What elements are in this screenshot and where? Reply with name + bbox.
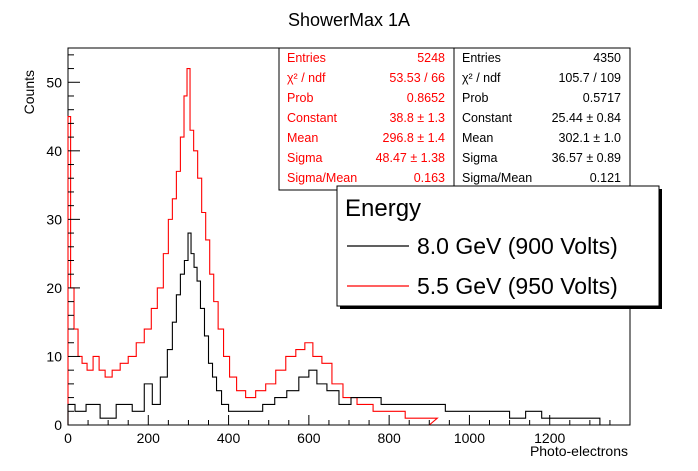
axes: 0 200 400 600 800 1000 1200 0 10 20 30 40 50 (46, 54, 611, 446)
stats-label: Mean (287, 131, 318, 145)
x-axis-label: Photo-electrons (530, 443, 628, 459)
stats-value: 53.53 / 66 (389, 71, 445, 85)
y-tick-label: 20 (46, 280, 62, 296)
stats-value: 0.5717 (583, 91, 621, 105)
x-tick-label: 1200 (534, 430, 565, 446)
stats-value: 5248 (417, 51, 445, 65)
stats-label: Mean (462, 131, 493, 145)
stats-box-0 (278, 47, 455, 191)
y-tick-label: 0 (54, 417, 62, 433)
x-tick-label: 400 (217, 430, 241, 446)
stats-value: 4350 (593, 51, 621, 65)
stats-label: Sigma/Mean (287, 171, 357, 185)
histogram-series (67, 68, 620, 426)
stats-label: χ² / ndf (287, 71, 326, 85)
y-tick-label: 40 (46, 143, 62, 159)
stats-label: Entries (287, 51, 326, 65)
y-tick-label: 30 (46, 211, 62, 227)
stats-box-1 (453, 47, 631, 191)
stats-label: Constant (462, 111, 513, 125)
stats-value: 0.8652 (407, 91, 445, 105)
stats-value: 38.8 ± 1.3 (389, 111, 445, 125)
stats-label: χ² / ndf (462, 71, 501, 85)
stats-label: Prob (462, 91, 488, 105)
stats-value: 105.7 / 109 (558, 71, 621, 85)
chart-title: ShowerMax 1A (288, 10, 410, 30)
stats-label: Constant (287, 111, 338, 125)
stats-value: 302.1 ± 1.0 (559, 131, 622, 145)
stats-value: 25.44 ± 0.84 (552, 111, 621, 125)
x-tick-label: 800 (377, 430, 401, 446)
stats-value: 36.57 ± 0.89 (552, 151, 621, 165)
stats-label: Prob (287, 91, 313, 105)
stats-value: 0.121 (590, 171, 621, 185)
legend: Energy 8.0 GeV (900 Volts) 5.5 GeV (950 Vo… (336, 185, 662, 309)
stats-label: Sigma (287, 151, 322, 165)
stats-label: Entries (462, 51, 501, 65)
y-tick-label: 10 (46, 348, 62, 364)
y-tick-label: 50 (46, 74, 62, 90)
stats-label: Sigma/Mean (462, 171, 532, 185)
stats-value: 48.47 ± 1.38 (376, 151, 445, 165)
x-tick-label: 0 (64, 430, 72, 446)
legend-entry-label: 5.5 GeV (950 Volts) (417, 273, 618, 299)
x-tick-label: 600 (297, 430, 321, 446)
legend-entry-label: 8.0 GeV (900 Volts) (417, 233, 618, 259)
x-tick-label: 1000 (454, 430, 485, 446)
legend-title: Energy (345, 195, 421, 222)
stats-label: Sigma (462, 151, 497, 165)
stats-value: 0.163 (414, 171, 445, 185)
histogram-line-0 (67, 232, 620, 426)
stats-value: 296.8 ± 1.4 (383, 131, 446, 145)
x-tick-label: 200 (137, 430, 161, 446)
fit-statistics-boxes: Entries 5248 χ² / ndf 53.53 / 66 Prob 0.8652 C… (278, 47, 631, 191)
y-axis-label: Counts (21, 70, 37, 114)
histogram-line-1 (67, 68, 439, 426)
